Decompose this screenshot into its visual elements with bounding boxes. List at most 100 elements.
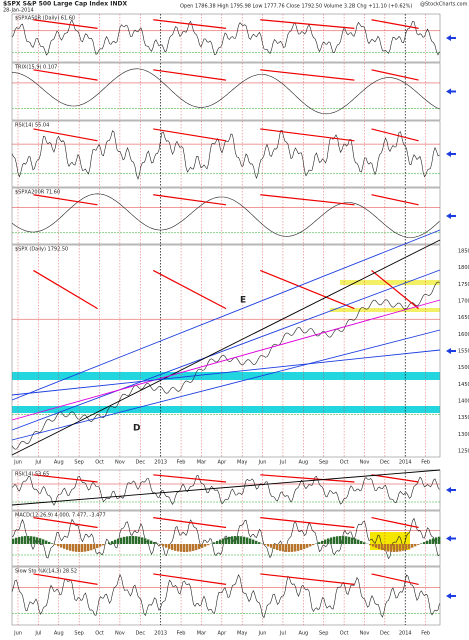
indicator-line [11, 130, 440, 180]
histogram-bar [282, 544, 285, 552]
histogram-bar [219, 539, 222, 544]
month-label: Oct [95, 631, 104, 637]
histogram-bar [153, 542, 156, 544]
histogram-bar [75, 544, 78, 552]
price-label: 1650 [458, 315, 469, 321]
histogram-bar [93, 544, 96, 550]
histogram-bar [372, 544, 375, 547]
month-label: Feb [177, 631, 186, 637]
month-label: Oct [340, 631, 349, 637]
month-label: Jun [258, 460, 267, 466]
histogram-bar [165, 544, 168, 548]
support-band [12, 372, 440, 380]
histogram-bar [345, 536, 348, 544]
trend-line [153, 517, 227, 529]
histogram-bar [81, 544, 84, 552]
month-label: Oct [95, 460, 104, 466]
panel-label: $SPXA200R 71.60 [15, 190, 60, 196]
month-label: Jul [34, 631, 41, 637]
histogram-bar [357, 539, 360, 544]
month-label: Feb [177, 460, 186, 466]
histogram-bar [234, 536, 237, 544]
histogram-bar [159, 544, 162, 545]
histogram-bar [54, 544, 57, 545]
trend-line [33, 128, 98, 142]
histogram-bar [66, 544, 69, 550]
title: $SPX S&P 500 Large Cap Index INDX [3, 1, 127, 8]
month-label: Aug [298, 631, 308, 637]
price-label: 1600 [458, 332, 469, 338]
histogram-bar [90, 544, 93, 551]
histogram-bar [336, 536, 339, 544]
histogram-bar [294, 544, 297, 552]
trend-line [260, 517, 355, 529]
panel-label: MACD(12,26,9) 4.000, 7.477, -3.477 [15, 513, 106, 519]
trend-line [371, 517, 419, 529]
signal-arrow [446, 348, 456, 354]
price-label: 1250 [458, 449, 469, 455]
histogram-bar [333, 536, 336, 544]
month-label: May [237, 631, 247, 637]
histogram-bar [321, 540, 324, 544]
histogram-bar [291, 544, 294, 552]
histogram-bar [312, 544, 315, 546]
source: @StockCharts.com [420, 2, 468, 8]
trend-line [11, 239, 441, 456]
histogram-bar [300, 544, 303, 551]
histogram-bar [87, 544, 90, 551]
month-label: Jul [279, 631, 286, 637]
trend-line [153, 573, 227, 585]
histogram-bar [438, 536, 441, 544]
signal-arrow [446, 151, 456, 157]
histogram-bar [156, 543, 159, 544]
histogram-bar [237, 536, 240, 544]
panel [11, 13, 441, 63]
histogram-bar [213, 542, 216, 544]
month-label: Feb [421, 631, 430, 637]
histogram-bar [168, 544, 171, 549]
trend-line [260, 269, 355, 310]
panel-label: $SPXA50R (Daily) 61.60 [15, 16, 75, 22]
month-label: Mar [197, 460, 207, 466]
histogram-bar [276, 544, 279, 551]
month-label: Jun [13, 631, 22, 637]
price-label: 1450 [458, 382, 469, 388]
month-label: Sep [74, 631, 83, 637]
trend-line [260, 194, 355, 206]
histogram-bar [24, 536, 27, 544]
trend-line [11, 349, 441, 396]
histogram-bar [201, 544, 204, 548]
trend-line [260, 69, 355, 81]
histogram-bar [18, 536, 21, 544]
histogram-bar [381, 544, 384, 551]
histogram-bar [162, 544, 165, 547]
trend-line [33, 269, 98, 310]
histogram-bar [399, 544, 402, 552]
panel [11, 566, 441, 626]
histogram-bar [378, 544, 381, 550]
histogram-bar [303, 544, 306, 549]
histogram-bar [258, 542, 261, 544]
histogram-bar [96, 544, 99, 548]
histogram-bar [393, 544, 396, 552]
month-label: Mar [197, 631, 207, 637]
histogram-bar [270, 544, 273, 548]
trend-line [371, 19, 419, 29]
quote: Open 1786.38 High 1795.98 Low 1777.76 Cl… [180, 4, 412, 10]
histogram-bar [216, 540, 219, 544]
panel-label: RSI(14) 55.04 [15, 123, 49, 129]
indicator-line [11, 193, 440, 238]
histogram-bar [69, 544, 72, 551]
histogram-bar [408, 544, 411, 549]
histogram-bar [396, 544, 399, 552]
trend-line [153, 474, 227, 483]
trend-line [371, 269, 419, 310]
histogram-bar [45, 540, 48, 544]
trend-line [153, 19, 227, 29]
histogram-bar [138, 536, 141, 544]
support-band [12, 406, 440, 413]
histogram-bar [102, 544, 105, 546]
histogram-bar [360, 540, 363, 544]
histogram-bar [411, 544, 414, 548]
histogram-bar [180, 544, 183, 552]
